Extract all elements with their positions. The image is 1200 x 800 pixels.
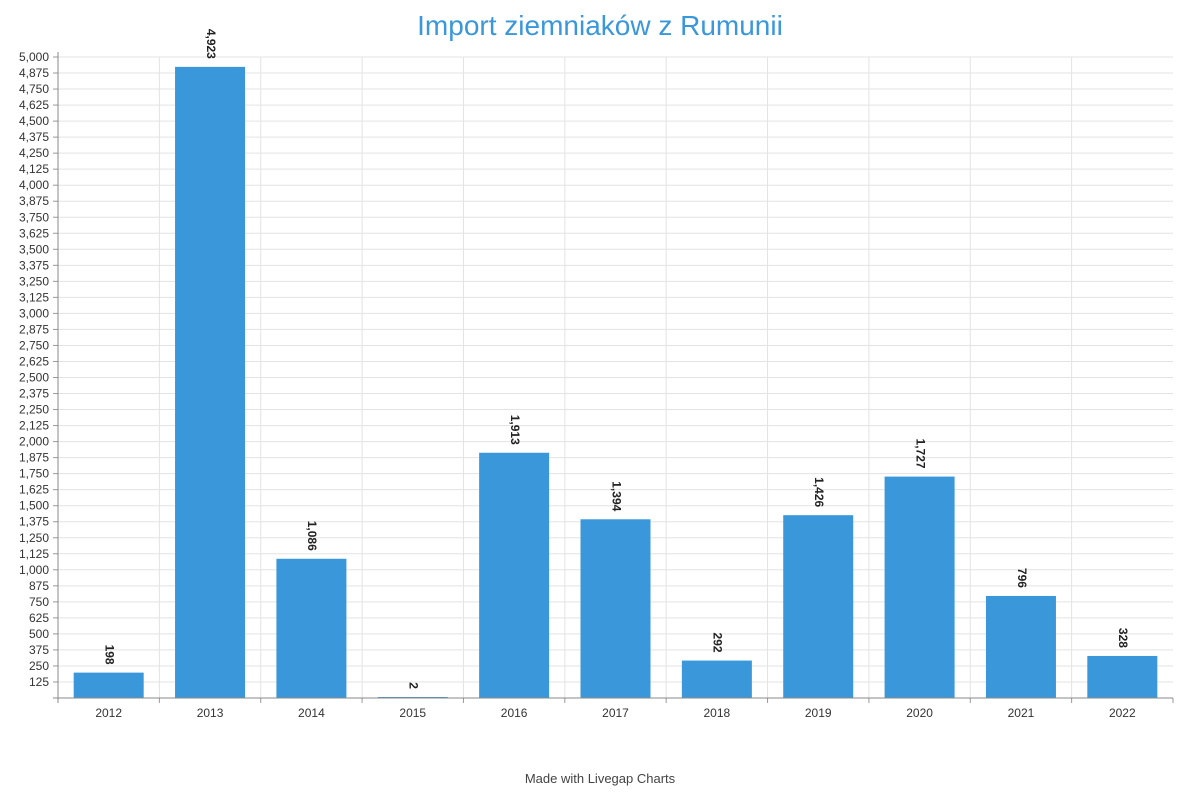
y-tick-label: 1,625	[19, 483, 49, 497]
x-tick-label: 2015	[399, 706, 426, 720]
data-label: 1,086	[305, 521, 319, 551]
bar	[783, 515, 854, 698]
bar	[276, 558, 347, 698]
bar	[73, 672, 144, 698]
y-tick-label: 2,000	[19, 435, 49, 449]
x-tick-label: 2018	[704, 706, 731, 720]
x-tick-label: 2019	[805, 706, 832, 720]
y-tick-label: 1,000	[19, 563, 49, 577]
y-tick-label: 500	[29, 627, 49, 641]
bar	[884, 476, 955, 698]
x-tick-label: 2014	[298, 706, 325, 720]
y-tick-label: 3,000	[19, 306, 49, 320]
y-tick-label: 3,250	[19, 274, 49, 288]
y-tick-label: 3,375	[19, 258, 49, 272]
data-label: 2	[407, 682, 421, 689]
data-label: 4,923	[204, 29, 218, 59]
data-label: 796	[1015, 568, 1029, 588]
y-tick-label: 3,875	[19, 194, 49, 208]
bar	[681, 660, 752, 698]
x-tick-label: 2022	[1109, 706, 1136, 720]
bar	[479, 452, 550, 698]
x-tick-label: 2017	[602, 706, 629, 720]
y-tick-label: 2,750	[19, 338, 49, 352]
y-tick-label: 4,875	[19, 66, 49, 80]
y-tick-label: 3,125	[19, 290, 49, 304]
data-label: 1,727	[913, 439, 927, 469]
y-tick-label: 4,625	[19, 98, 49, 112]
y-tick-label: 625	[29, 611, 49, 625]
y-tick-label: 2,375	[19, 387, 49, 401]
y-tick-label: 4,250	[19, 146, 49, 160]
bar	[580, 519, 651, 698]
data-label: 292	[711, 633, 725, 653]
data-label: 1,913	[508, 415, 522, 445]
x-tick-label: 2021	[1008, 706, 1035, 720]
credit-text: Made with Livegap Charts	[524, 771, 676, 786]
data-label: 1,394	[609, 481, 623, 511]
labels: 125 250 375 500 625 750 875 1,000 1,125 1,250 1,37…	[19, 29, 1136, 720]
bar	[175, 66, 246, 698]
y-tick-label: 4,125	[19, 162, 49, 176]
y-tick-label: 1,375	[19, 515, 49, 529]
y-tick-label: 4,375	[19, 130, 49, 144]
y-tick-label: 1,750	[19, 467, 49, 481]
y-tick-label: 125	[29, 675, 49, 689]
y-tick-label: 2,500	[19, 371, 49, 385]
y-tick-label: 4,750	[19, 82, 49, 96]
y-tick-label: 3,625	[19, 226, 49, 240]
y-tick-label: 2,125	[19, 419, 49, 433]
y-tick-label: 2,250	[19, 403, 49, 417]
x-tick-label: 2020	[906, 706, 933, 720]
y-tick-label: 750	[29, 595, 49, 609]
data-label: 198	[103, 645, 117, 665]
bar	[985, 595, 1056, 698]
data-label: 328	[1116, 628, 1130, 648]
y-tick-label: 875	[29, 579, 49, 593]
chart-title: Import ziemniaków z Rumunii	[417, 10, 783, 41]
axes	[53, 52, 1174, 703]
bar	[1087, 655, 1158, 698]
data-label: 1,426	[812, 477, 826, 507]
y-tick-label: 375	[29, 643, 49, 657]
y-tick-label: 2,875	[19, 322, 49, 336]
x-tick-label: 2016	[501, 706, 528, 720]
x-tick-label: 2013	[197, 706, 224, 720]
x-tick-label: 2012	[95, 706, 122, 720]
y-tick-label: 1,875	[19, 451, 49, 465]
y-tick-label: 1,250	[19, 531, 49, 545]
y-tick-label: 250	[29, 659, 49, 673]
y-tick-label: 3,750	[19, 210, 49, 224]
y-tick-label: 5,000	[19, 50, 49, 64]
y-tick-label: 4,500	[19, 114, 49, 128]
y-tick-label: 3,500	[19, 242, 49, 256]
y-tick-label: 1,500	[19, 499, 49, 513]
y-tick-label: 4,000	[19, 178, 49, 192]
bars	[73, 66, 1158, 698]
y-tick-label: 2,625	[19, 354, 49, 368]
y-tick-label: 1,125	[19, 547, 49, 561]
